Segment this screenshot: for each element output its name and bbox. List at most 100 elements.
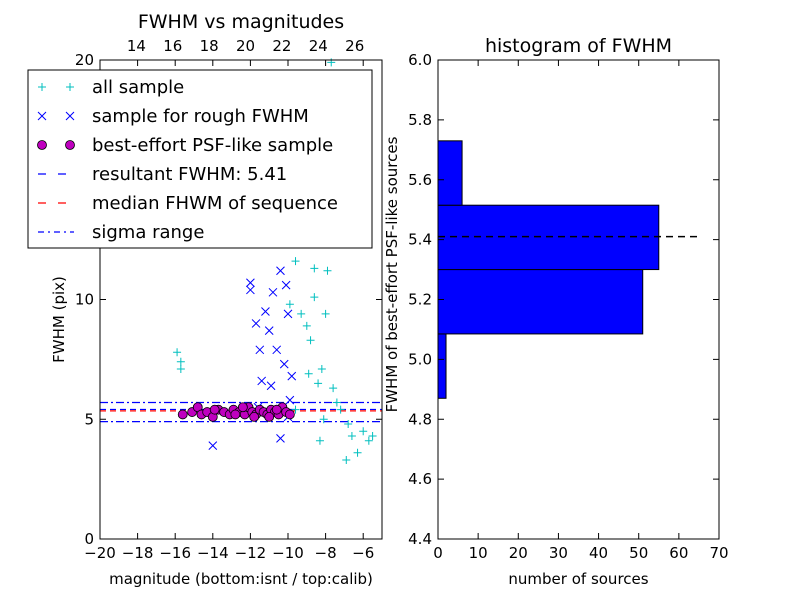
data-point	[315, 436, 324, 445]
right-chart-title: histogram of FWHM	[485, 35, 672, 57]
data-point	[246, 278, 255, 288]
legend-items: all sample sample for rough FWHM best-effo…	[37, 77, 338, 243]
data-point	[368, 432, 377, 441]
data-point	[359, 427, 368, 436]
x-tick-label: −6	[352, 544, 374, 562]
data-point	[287, 371, 297, 381]
data-point	[264, 411, 275, 422]
data-point	[310, 264, 319, 273]
data-point	[230, 409, 241, 420]
x-tick-label: −12	[235, 544, 267, 562]
y-tick-label: 5.6	[408, 171, 432, 189]
data-point	[208, 441, 218, 450]
x-tick-label: 20	[509, 544, 528, 562]
data-point	[268, 287, 278, 297]
data-point	[321, 309, 330, 318]
data-point	[271, 404, 282, 415]
data-point	[177, 409, 188, 420]
data-point	[304, 369, 313, 378]
legend-item: all sample	[38, 77, 184, 98]
data-point	[173, 348, 182, 357]
data-point	[272, 345, 282, 355]
data-point	[279, 359, 289, 369]
legend-marker	[66, 83, 74, 91]
data-point	[264, 326, 274, 335]
data-point	[176, 364, 185, 373]
data-point	[209, 404, 220, 415]
top-x-tick-label: 22	[272, 37, 291, 55]
legend-label: sigma range	[92, 222, 204, 243]
x-tick-label: 50	[629, 544, 648, 562]
y-tick-label: 4.6	[408, 470, 432, 488]
right-chart: 0 10 20 30 40 50 60 70 4.4 4.6 4.8 5.0 5.2 5.4 5.6 5.8 6…	[383, 35, 729, 588]
data-point	[329, 384, 338, 393]
legend-marker	[37, 140, 47, 150]
x-tick-label: 70	[709, 544, 728, 562]
data-point	[285, 395, 295, 405]
x-tick-label: −20	[84, 544, 116, 562]
y-tick-label: 10	[75, 291, 94, 309]
legend-item: median FHWM of sequence	[38, 193, 338, 214]
y-tick-label: 5.0	[408, 350, 432, 368]
left-chart-title: FWHM vs magnitudes	[138, 11, 344, 33]
top-x-tick-label: 26	[345, 37, 364, 55]
legend-item: sample for rough FWHM	[37, 106, 309, 127]
data-point	[319, 415, 328, 424]
legend-item: best-effort PSF-like sample	[37, 135, 333, 156]
x-tick-label: −10	[272, 544, 304, 562]
right-y-axis-label: FWHM of best-effort PSF-like sources	[383, 136, 401, 412]
data-point	[291, 257, 300, 266]
y-tick-label: 5.2	[408, 291, 432, 309]
data-point	[332, 398, 341, 407]
y-tick-label: 0	[84, 530, 94, 548]
y-tick-label: 5.8	[408, 111, 432, 129]
histogram-bar	[437, 140, 463, 206]
legend-label: sample for rough FWHM	[92, 106, 309, 127]
data-point	[281, 280, 291, 290]
data-point	[306, 336, 315, 345]
top-x-tick-label: 14	[127, 37, 146, 55]
y-tick-label: 6.0	[408, 51, 432, 69]
data-point	[176, 357, 185, 366]
data-point	[251, 319, 261, 328]
data-point	[276, 266, 285, 276]
x-tick-label: 60	[669, 544, 688, 562]
legend-marker	[65, 140, 75, 150]
legend-label: median FHWM of sequence	[92, 193, 338, 214]
legend-label: resultant FWHM: 5.41	[92, 164, 287, 185]
top-x-tick-label: 24	[309, 37, 328, 55]
data-point	[246, 285, 255, 295]
data-point	[284, 409, 295, 420]
data-point	[317, 364, 326, 373]
data-point	[291, 405, 300, 414]
data-point	[314, 379, 323, 388]
left-chart: −20 −18 −16 −14 −12 −10 −8 −6 0 5 10 20 14 16 18 20 22 24…	[27, 11, 383, 588]
y-tick-label: 5	[84, 410, 94, 428]
data-point	[255, 345, 265, 355]
data-point	[249, 411, 260, 422]
data-point	[364, 436, 373, 445]
legend-item: sigma range	[38, 222, 204, 243]
right-x-axis-label: number of sources	[508, 570, 648, 588]
legend-marker	[38, 83, 46, 91]
x-tick-label: 10	[469, 544, 488, 562]
histogram-bar	[437, 269, 644, 335]
x-tick-label: 30	[549, 544, 568, 562]
data-point	[297, 309, 306, 318]
legend-label: all sample	[92, 77, 184, 98]
x-tick-label: −18	[122, 544, 154, 562]
x-tick-label: −8	[315, 544, 337, 562]
x-tick-label: −14	[197, 544, 229, 562]
left-axis-ticks: −20 −18 −16 −14 −12 −10 −8 −6 0 5 10 20 14 16 18 20 22 24…	[75, 37, 382, 562]
data-point	[347, 432, 356, 441]
data-point	[353, 448, 362, 457]
y-tick-label: 4.8	[408, 410, 432, 428]
data-point	[342, 455, 351, 464]
data-point	[344, 420, 353, 429]
histogram-bar	[437, 333, 447, 399]
y-tick-label: 20	[75, 51, 94, 69]
y-tick-label: 5.4	[408, 231, 432, 249]
data-point	[302, 321, 311, 330]
top-x-tick-label: 16	[163, 37, 182, 55]
